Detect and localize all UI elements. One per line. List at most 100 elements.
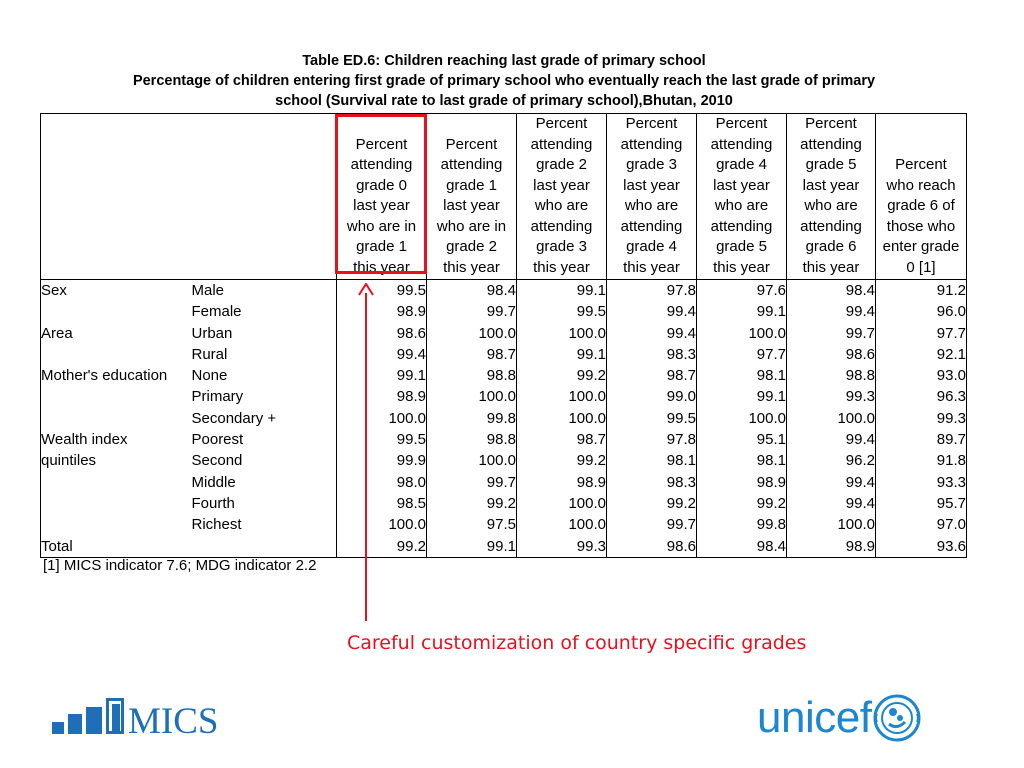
column-header-2: Percent attending grade 1 last year who are …: [426, 113, 517, 280]
header-line: last year: [713, 176, 770, 194]
table-cell: 99.5: [336, 279, 427, 302]
table-cell: 98.1: [696, 450, 787, 472]
table-cell: 100.0: [786, 407, 876, 430]
table-body: Sex Male 99.5 98.4 99.1 97.8 97.6 98.4 91.2 Femal…: [41, 279, 967, 558]
table-cell: 98.8: [426, 365, 517, 387]
header-line: enter grade: [882, 238, 960, 255]
header-line: grade 2: [446, 238, 497, 255]
row-subcategory: Richest: [191, 514, 337, 536]
header-line: attending: [710, 135, 773, 153]
column-header-4: Percent attending grade 3 last year who are a…: [606, 113, 697, 280]
row-category: [41, 386, 192, 407]
header-line: who reach: [886, 176, 956, 194]
header-blank-sub: [191, 113, 337, 280]
header-line: Percent: [805, 115, 857, 132]
table-cell: 99.4: [336, 343, 427, 366]
table-cell: 99.1: [696, 301, 787, 323]
table-cell: 98.9: [516, 471, 607, 493]
table-row: Primary 98.9 100.0 100.0 99.0 99.1 99.3 96.3: [41, 386, 967, 408]
header-line: who are in: [436, 217, 507, 235]
row-subcategory: Fourth: [191, 492, 337, 515]
table-cell: 95.1: [696, 429, 787, 451]
table-cell: 99.7: [426, 471, 517, 493]
row-subcategory: [191, 535, 337, 558]
header-line: grade 2: [536, 156, 587, 173]
header-line: attending: [620, 217, 683, 235]
table-cell: 95.7: [936, 494, 966, 512]
table-cell: 99.1: [336, 365, 427, 387]
table-cell: 99.4: [606, 301, 697, 323]
table-cell: 99.7: [426, 301, 517, 323]
table-cell: 100.0: [516, 514, 607, 536]
table-cell: 99.8: [426, 407, 517, 430]
table-cell: 98.3: [606, 343, 697, 366]
header-line: attending: [530, 135, 593, 153]
table-cell: 100.0: [426, 322, 517, 344]
table-cell: 98.6: [606, 535, 697, 558]
up-arrow-icon: [358, 283, 374, 621]
row-subcategory: Primary: [191, 386, 337, 408]
header-line: attending: [350, 156, 413, 173]
row-category: [41, 472, 192, 493]
table-cell: 99.7: [786, 322, 876, 344]
table-cell: 97.5: [426, 514, 517, 536]
header-line: grade 6 of: [887, 197, 955, 214]
header-line: this year: [533, 258, 590, 276]
table-cell: 99.4: [786, 471, 876, 493]
header-line: this year: [713, 258, 770, 276]
table-row: Wealth index Poorest 99.5 98.8 98.7 97.8 95.1 9…: [41, 429, 967, 451]
header-line: Percent: [535, 115, 588, 132]
header-line: Percent: [895, 156, 947, 173]
row-category: quintiles: [41, 452, 97, 470]
callout-text: Careful customization of country specifi…: [347, 632, 807, 654]
table-cell: 100.0: [516, 492, 607, 515]
table-cell: 99.3: [786, 386, 876, 408]
header-line: last year: [353, 197, 410, 214]
header-line: last year: [623, 176, 680, 194]
table-row: Fourth 98.5 99.2 100.0 99.2 99.2 99.4 95.7: [41, 492, 967, 515]
table-cell: 98.7: [516, 429, 607, 451]
row-category: [41, 493, 192, 514]
header-line: attending: [800, 135, 862, 153]
table-cell: 92.1: [936, 345, 966, 363]
table-cell: 96.2: [786, 450, 876, 472]
mics-logo: MICS: [52, 698, 219, 742]
table-cell: 93.6: [936, 537, 966, 555]
header-line: grade 1: [446, 176, 497, 194]
row-subcategory: None: [191, 365, 337, 387]
table-cell: 99.5: [336, 429, 427, 451]
row-subcategory: Female: [191, 301, 337, 323]
table-cell: 100.0: [516, 386, 607, 408]
table-cell: 99.4: [786, 301, 876, 323]
row-category: Mother's education: [41, 367, 168, 385]
row-subcategory: Rural: [191, 343, 337, 366]
table-cell: 98.1: [606, 450, 697, 472]
header-line: Percent: [445, 135, 498, 153]
table-cell: 99.1: [516, 343, 607, 366]
header-line: Percent: [355, 135, 408, 153]
table-cell: 100.0: [336, 407, 427, 430]
header-line: grade 6: [805, 238, 857, 255]
table-cell: 99.2: [516, 365, 607, 387]
table-row: Sex Male 99.5 98.4 99.1 97.8 97.6 98.4 91.2: [41, 279, 967, 302]
table-row: Richest 100.0 97.5 100.0 99.7 99.8 100.0 97.0: [41, 514, 967, 536]
table-cell: 99.2: [336, 535, 427, 558]
header-line: grade 4: [626, 238, 677, 255]
table-cell: 98.3: [606, 471, 697, 493]
table-cell: 98.9: [336, 386, 427, 408]
table-cell: 97.8: [606, 279, 697, 302]
table-cell: 96.3: [936, 388, 966, 406]
header-line: grade 0: [356, 176, 407, 194]
header-line: who are in: [346, 217, 417, 235]
header-line: attending: [530, 217, 593, 235]
table-row: Total 99.2 99.1 99.3 98.6 98.4 98.9 93.6: [41, 535, 967, 558]
title-line-3: school (Survival rate to last grade of p…: [275, 93, 733, 109]
table-cell: 99.2: [426, 492, 517, 515]
row-subcategory: Male: [191, 279, 337, 302]
data-table: Percent attending grade 0 last year who are …: [40, 113, 967, 558]
row-subcategory: Middle: [191, 471, 337, 493]
table-cell: 97.6: [696, 279, 787, 302]
table-cell: 99.1: [696, 386, 787, 408]
mics-wordmark: MICS: [128, 701, 219, 742]
row-category: Area: [41, 324, 73, 342]
